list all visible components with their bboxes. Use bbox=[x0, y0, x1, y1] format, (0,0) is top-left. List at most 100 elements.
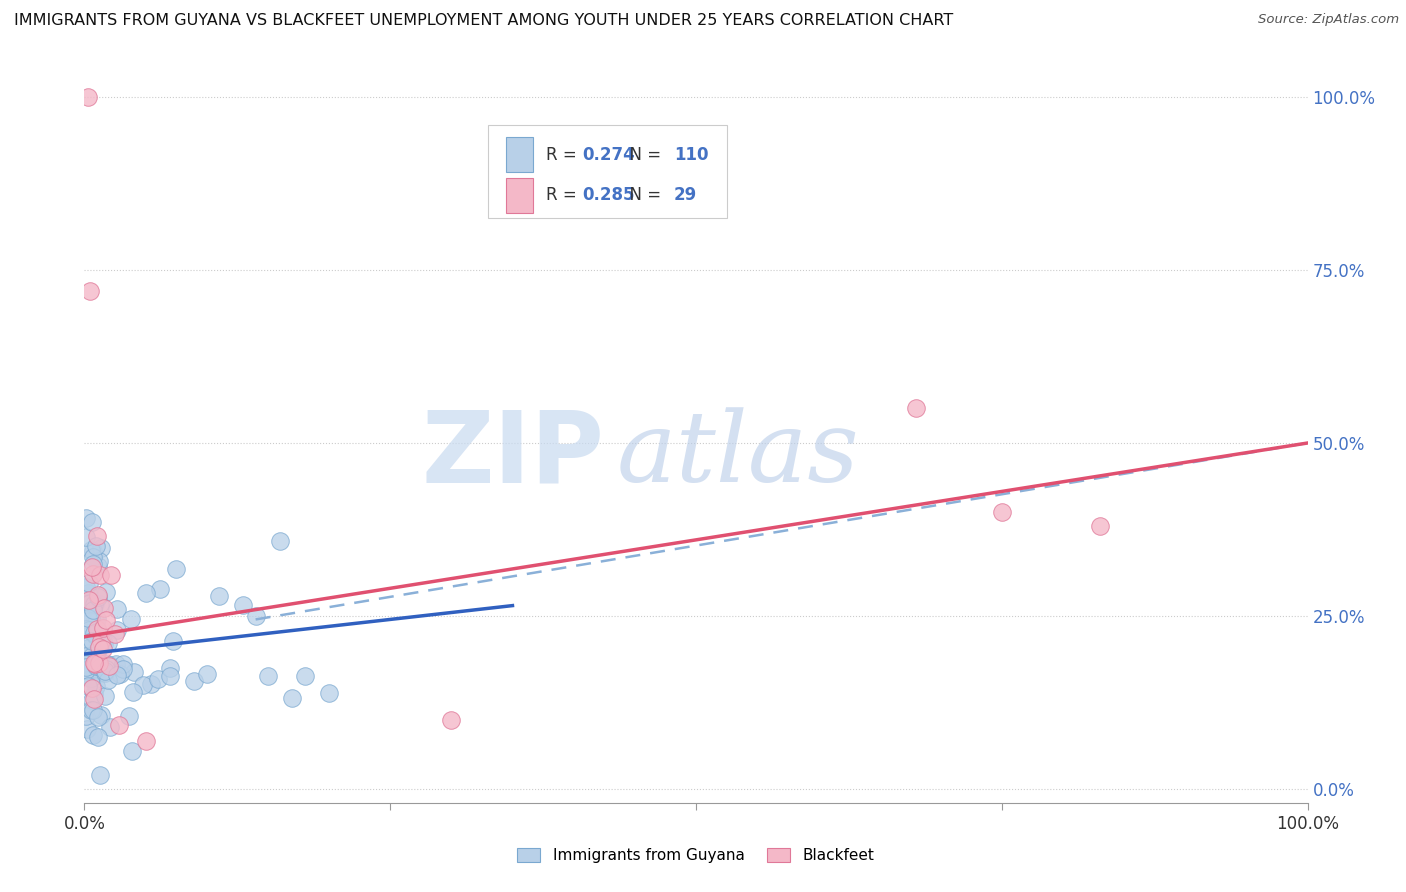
Point bbox=[77, 623, 100, 637]
Point bbox=[84, 659, 107, 673]
Point bbox=[75, 666, 97, 681]
Point bbox=[86, 529, 108, 543]
Point bbox=[87, 624, 110, 638]
Text: Source: ZipAtlas.com: Source: ZipAtlas.com bbox=[1258, 13, 1399, 27]
Point bbox=[77, 613, 100, 627]
Point bbox=[82, 638, 104, 652]
Point bbox=[208, 589, 231, 603]
Text: R =: R = bbox=[546, 186, 582, 204]
Point bbox=[165, 562, 187, 576]
Point bbox=[86, 644, 108, 658]
Point bbox=[75, 663, 97, 677]
Point bbox=[991, 505, 1014, 519]
Point bbox=[112, 662, 135, 676]
Point bbox=[75, 600, 97, 615]
Point bbox=[87, 656, 110, 670]
Point bbox=[122, 684, 145, 698]
Point bbox=[86, 709, 108, 723]
Point bbox=[195, 667, 218, 681]
Point bbox=[82, 603, 104, 617]
Point bbox=[82, 516, 104, 530]
Point bbox=[94, 689, 117, 703]
Text: 110: 110 bbox=[673, 145, 709, 163]
Point bbox=[79, 543, 101, 558]
Point bbox=[141, 677, 163, 691]
Point bbox=[89, 768, 111, 782]
Point bbox=[245, 608, 267, 623]
Point bbox=[79, 284, 101, 298]
Point bbox=[318, 686, 340, 700]
Point bbox=[135, 733, 157, 747]
Point bbox=[82, 544, 104, 558]
Point bbox=[294, 669, 316, 683]
Point bbox=[111, 657, 134, 672]
Point bbox=[75, 596, 97, 610]
Text: 0.285: 0.285 bbox=[582, 186, 634, 204]
Point bbox=[105, 602, 128, 616]
Point bbox=[76, 679, 98, 693]
Point bbox=[89, 659, 111, 673]
Point bbox=[75, 660, 97, 674]
Point bbox=[83, 628, 105, 642]
Point bbox=[105, 623, 128, 637]
Point bbox=[97, 658, 120, 673]
Point bbox=[76, 658, 98, 673]
Point bbox=[83, 692, 105, 706]
Point bbox=[79, 653, 101, 667]
Point bbox=[80, 559, 103, 574]
Point bbox=[75, 649, 97, 664]
Point bbox=[281, 691, 304, 706]
Point bbox=[146, 672, 169, 686]
Point bbox=[75, 649, 97, 664]
Point bbox=[97, 636, 120, 650]
Point bbox=[94, 665, 117, 679]
Point bbox=[159, 661, 181, 675]
Point bbox=[83, 656, 105, 670]
Point bbox=[79, 704, 101, 718]
Point bbox=[149, 582, 172, 597]
Point bbox=[84, 659, 107, 673]
Point bbox=[77, 593, 100, 607]
Point bbox=[76, 722, 98, 736]
Point bbox=[91, 621, 114, 635]
Point bbox=[183, 673, 205, 688]
Point bbox=[82, 557, 104, 571]
Point bbox=[90, 541, 112, 556]
Point bbox=[83, 598, 105, 612]
Point bbox=[90, 708, 112, 723]
Point bbox=[121, 744, 143, 758]
Point bbox=[80, 609, 103, 624]
Point bbox=[84, 657, 107, 671]
Point bbox=[100, 567, 122, 582]
Point bbox=[98, 657, 121, 672]
Point bbox=[86, 664, 108, 678]
FancyBboxPatch shape bbox=[488, 126, 727, 218]
Point bbox=[86, 647, 108, 661]
Point bbox=[90, 634, 112, 648]
Point bbox=[135, 585, 157, 599]
Point bbox=[905, 401, 928, 416]
Point bbox=[80, 681, 103, 696]
Point bbox=[232, 598, 254, 612]
Point bbox=[84, 540, 107, 554]
Point bbox=[86, 622, 108, 636]
Point bbox=[82, 703, 104, 717]
Point bbox=[87, 588, 110, 602]
Point bbox=[120, 612, 142, 626]
Point bbox=[89, 597, 111, 611]
Point bbox=[162, 633, 184, 648]
Point bbox=[86, 730, 108, 744]
Point bbox=[93, 601, 115, 615]
Point bbox=[93, 637, 115, 651]
Legend: Immigrants from Guyana, Blackfeet: Immigrants from Guyana, Blackfeet bbox=[512, 842, 880, 869]
Point bbox=[79, 597, 101, 611]
Point bbox=[105, 657, 128, 671]
Point bbox=[97, 673, 120, 687]
Point bbox=[80, 672, 103, 686]
Point bbox=[77, 611, 100, 625]
Point bbox=[94, 584, 117, 599]
Text: 29: 29 bbox=[673, 186, 697, 204]
Point bbox=[104, 627, 127, 641]
Point bbox=[440, 713, 463, 727]
Point bbox=[159, 669, 181, 683]
